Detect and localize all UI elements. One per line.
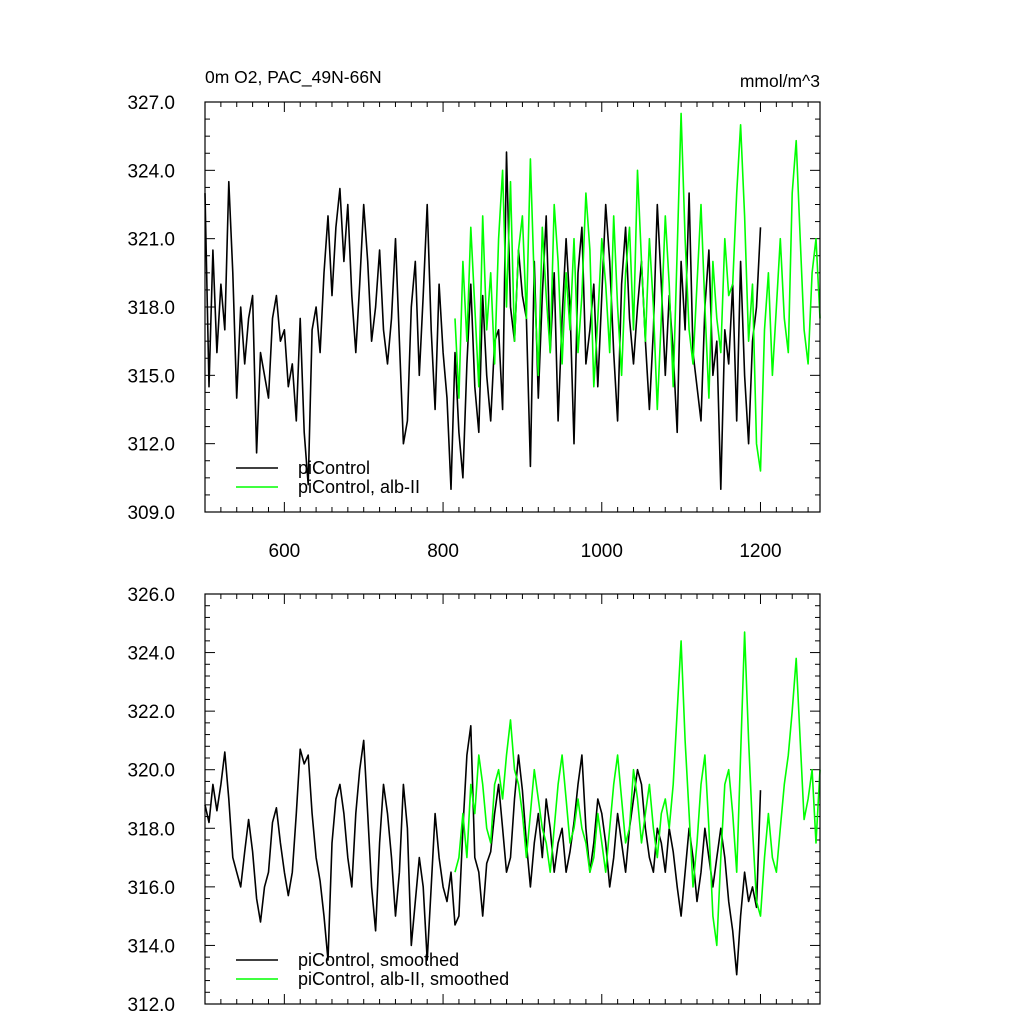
y-tick-label: 324.0	[127, 644, 175, 665]
bottom-panel-series	[204, 631, 821, 976]
top-panel-y-tick-labels: 309.0 312.0 315.0 318.0 321.0 324.0 327.0	[127, 93, 175, 524]
bottom-panel-frame	[204, 593, 821, 1005]
legend-label: piControl, smoothed	[298, 950, 459, 970]
y-tick-label: 312.0	[127, 435, 175, 456]
series-line-picontrol	[204, 151, 762, 491]
top-panel-x-tick-labels: 600 800 1000 1200	[269, 541, 782, 562]
x-tick-label: 600	[269, 541, 301, 562]
x-tick-label: 1200	[739, 541, 781, 562]
legend-label: piControl	[298, 458, 370, 478]
y-tick-label: 321.0	[127, 230, 175, 251]
y-tick-label: 318.0	[127, 298, 175, 319]
top-panel-units: mmol/m^3	[740, 71, 820, 91]
legend-label: piControl, alb-II	[298, 477, 420, 497]
x-tick-label: 1000	[581, 541, 623, 562]
series-line-picontrol-alb-ii	[454, 112, 821, 472]
top-panel-frame	[204, 101, 821, 513]
y-tick-label: 314.0	[127, 936, 175, 957]
y-tick-label: 309.0	[127, 503, 175, 524]
y-tick-label: 327.0	[127, 93, 175, 114]
top-panel: 0m O2, PAC_49N-66N mmol/m^3 309.0 312.0 31…	[127, 67, 821, 562]
y-tick-label: 316.0	[127, 878, 175, 899]
bottom-panel-y-tick-labels: 312.0 314.0 316.0 318.0 320.0 322.0 324.0 326.0	[127, 585, 175, 1016]
y-tick-label: 312.0	[127, 995, 175, 1016]
bottom-panel-ticks	[204, 593, 820, 1005]
y-tick-label: 320.0	[127, 761, 175, 782]
y-tick-label: 322.0	[127, 702, 175, 723]
top-panel-title: 0m O2, PAC_49N-66N	[205, 67, 382, 88]
bottom-panel: 312.0 314.0 316.0 318.0 320.0 322.0 324.0 326.0…	[127, 585, 821, 1016]
x-tick-label: 800	[427, 541, 459, 562]
top-panel-ticks	[204, 101, 820, 513]
y-tick-label: 324.0	[127, 161, 175, 182]
y-tick-label: 318.0	[127, 819, 175, 840]
legend-label: piControl, alb-II, smoothed	[298, 969, 509, 989]
series-line-picontrol	[204, 724, 762, 976]
y-tick-label: 315.0	[127, 366, 175, 387]
top-panel-series	[204, 112, 821, 491]
y-tick-label: 326.0	[127, 585, 175, 606]
series-line-picontrol-alb-ii	[454, 631, 821, 947]
